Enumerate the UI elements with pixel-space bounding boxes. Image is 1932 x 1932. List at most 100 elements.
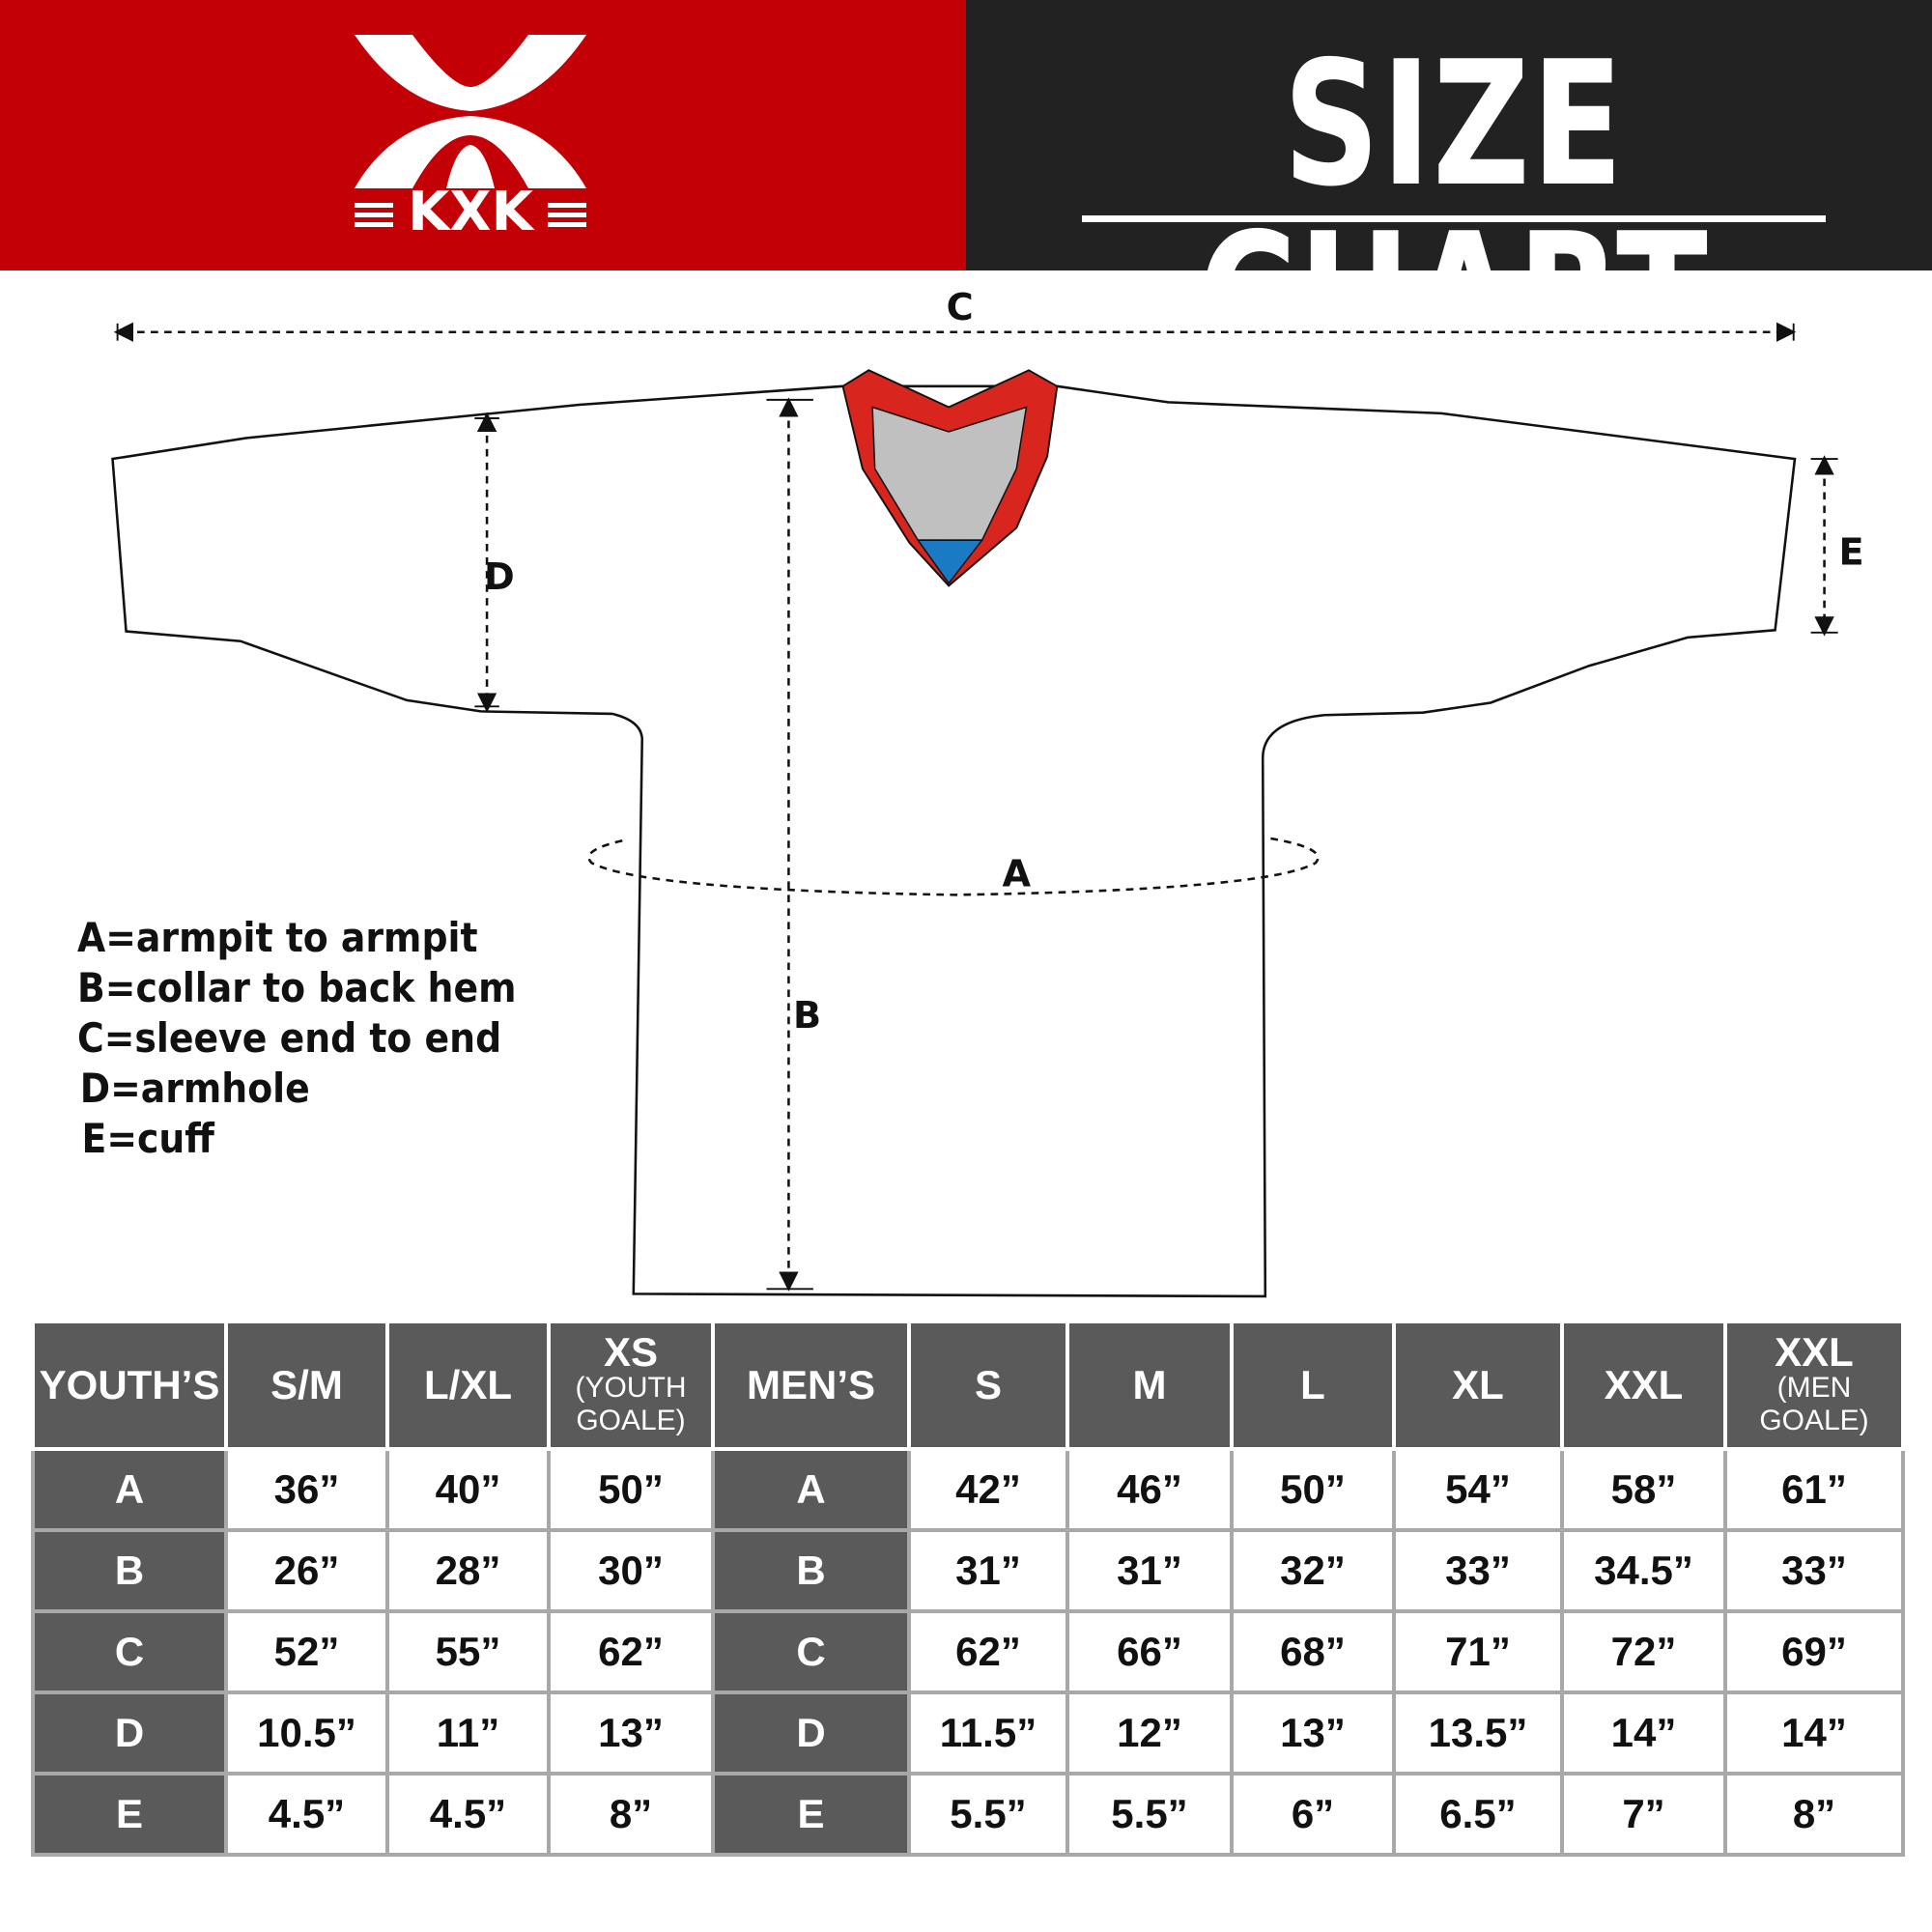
jersey-diagram: C D B A E — [111, 287, 1864, 1298]
row-label: B — [711, 1528, 911, 1613]
table-cell: 66” — [1065, 1609, 1234, 1694]
table-cell: 31” — [907, 1528, 1069, 1613]
row-label: E — [31, 1772, 228, 1857]
table-cell: 5.5” — [907, 1772, 1069, 1857]
label-c: C — [947, 287, 974, 329]
table-cell: 46” — [1065, 1447, 1234, 1532]
table-cell: 12” — [1065, 1690, 1234, 1776]
row-label: A — [711, 1447, 911, 1532]
kxk-logo-icon — [355, 35, 586, 188]
column-header-label: XXL — [1604, 1362, 1684, 1407]
column-header-label: MEN’S — [746, 1362, 875, 1407]
label-a: A — [1002, 853, 1031, 895]
jersey-outline — [111, 384, 1797, 1298]
header-title-panel — [966, 0, 1932, 270]
table-cell: 50” — [547, 1447, 715, 1532]
table-cell: 42” — [907, 1447, 1069, 1532]
table-row: B 26” 28” 30” B 31” 31” 32” 33” 34.5” 33” — [31, 1528, 1905, 1613]
table-cell: 10.5” — [224, 1690, 389, 1776]
table-cell: 13” — [547, 1690, 715, 1776]
page-title: SIZE CHART — [1198, 24, 1710, 396]
logo-bars-right — [548, 203, 586, 228]
column-header-label: XXL — [1775, 1329, 1854, 1375]
column-header: YOUTH’S — [31, 1323, 228, 1451]
table-cell: 40” — [385, 1447, 551, 1532]
table-cell: 14” — [1723, 1690, 1905, 1776]
column-header: S/M — [224, 1323, 389, 1451]
table-cell: 28” — [385, 1528, 551, 1613]
title-underline — [1082, 215, 1826, 222]
table-cell: 13.5” — [1392, 1690, 1564, 1776]
table-row: D 10.5” 11” 13” D 11.5” 12” 13” 13.5” 14” 14” — [31, 1690, 1905, 1776]
column-header-label: M — [1132, 1362, 1167, 1407]
table-cell: 14” — [1560, 1690, 1727, 1776]
table-cell: 54” — [1392, 1447, 1564, 1532]
legend-item: D=armhole — [79, 1065, 310, 1112]
measure-line-a — [587, 837, 1320, 896]
table-cell: 7” — [1560, 1772, 1727, 1857]
column-header-label: YOUTH’S — [39, 1362, 220, 1407]
table-cell: 34.5” — [1560, 1528, 1727, 1613]
size-table: YOUTH’S S/M L/XL XS (YOUTH GOALE) MEN’S S M L XL X… — [31, 1323, 1905, 1857]
table-cell: 11.5” — [907, 1690, 1069, 1776]
column-header-label: L — [1300, 1362, 1325, 1407]
table-cell: 68” — [1230, 1609, 1396, 1694]
table-cell: 5.5” — [1065, 1772, 1234, 1857]
row-label: D — [31, 1690, 228, 1776]
row-label: E — [711, 1772, 911, 1857]
table-row: C 52” 55” 62” C 62” 66” 68” 71” 72” 69” — [31, 1609, 1905, 1694]
collar-inner — [871, 406, 1028, 541]
row-label: B — [31, 1528, 228, 1613]
row-label: C — [711, 1609, 911, 1694]
table-row: E 4.5” 4.5” 8” E 5.5” 5.5” 6” 6.5” 7” 8” — [31, 1772, 1905, 1857]
table-cell: 61” — [1723, 1447, 1905, 1532]
table-cell: 72” — [1560, 1609, 1727, 1694]
legend-item: E=cuff — [81, 1115, 214, 1162]
legend-item: B=collar to back hem — [77, 964, 517, 1011]
table-cell: 62” — [907, 1609, 1069, 1694]
table-cell: 4.5” — [385, 1772, 551, 1857]
column-header-label: L/XL — [424, 1362, 512, 1407]
table-cell: 4.5” — [224, 1772, 389, 1857]
row-label: A — [31, 1447, 228, 1532]
legend-item: A=armpit to armpit — [77, 914, 478, 961]
table-cell: 32” — [1230, 1528, 1396, 1613]
table-row: A 36” 40” 50” A 42” 46” 50” 54” 58” 61” — [31, 1447, 1905, 1532]
column-header: MEN’S — [711, 1323, 911, 1451]
table-cell: 33” — [1723, 1528, 1905, 1613]
column-header: M — [1065, 1323, 1234, 1451]
table-cell: 30” — [547, 1528, 715, 1613]
column-header-label: XS — [603, 1329, 659, 1375]
table-cell: 71” — [1392, 1609, 1564, 1694]
column-header-sublabel: (MEN GOALE) — [1759, 1372, 1869, 1436]
column-header: XL — [1392, 1323, 1564, 1451]
table-cell: 33” — [1392, 1528, 1564, 1613]
table-cell: 36” — [224, 1447, 389, 1532]
table-cell: 50” — [1230, 1447, 1396, 1532]
column-header-label: XL — [1452, 1362, 1504, 1407]
column-header: L/XL — [385, 1323, 551, 1451]
table-header-row: YOUTH’S S/M L/XL XS (YOUTH GOALE) MEN’S S M L XL X… — [31, 1323, 1905, 1451]
row-label: D — [711, 1690, 911, 1776]
table-cell: 26” — [224, 1528, 389, 1613]
logo-text: KXK — [408, 181, 533, 243]
label-d: D — [484, 556, 515, 599]
table-cell: 8” — [547, 1772, 715, 1857]
table-cell: 11” — [385, 1690, 551, 1776]
table-cell: 8” — [1723, 1772, 1905, 1857]
column-header-label: S — [974, 1362, 1002, 1407]
table-cell: 58” — [1560, 1447, 1727, 1532]
column-header: L — [1230, 1323, 1396, 1451]
logo-bars-left — [355, 203, 393, 228]
column-header-label: S/M — [270, 1362, 343, 1407]
measurement-legend: A=armpit to armpit B=collar to back hem … — [77, 913, 516, 1164]
column-header: S — [907, 1323, 1069, 1451]
column-header: XXL — [1560, 1323, 1727, 1451]
label-b: B — [793, 995, 821, 1037]
legend-item: C=sleeve end to end — [77, 1014, 502, 1062]
table-cell: 62” — [547, 1609, 715, 1694]
table-cell: 31” — [1065, 1528, 1234, 1613]
column-header: XXL (MEN GOALE) — [1723, 1323, 1905, 1451]
label-e: E — [1839, 532, 1864, 575]
